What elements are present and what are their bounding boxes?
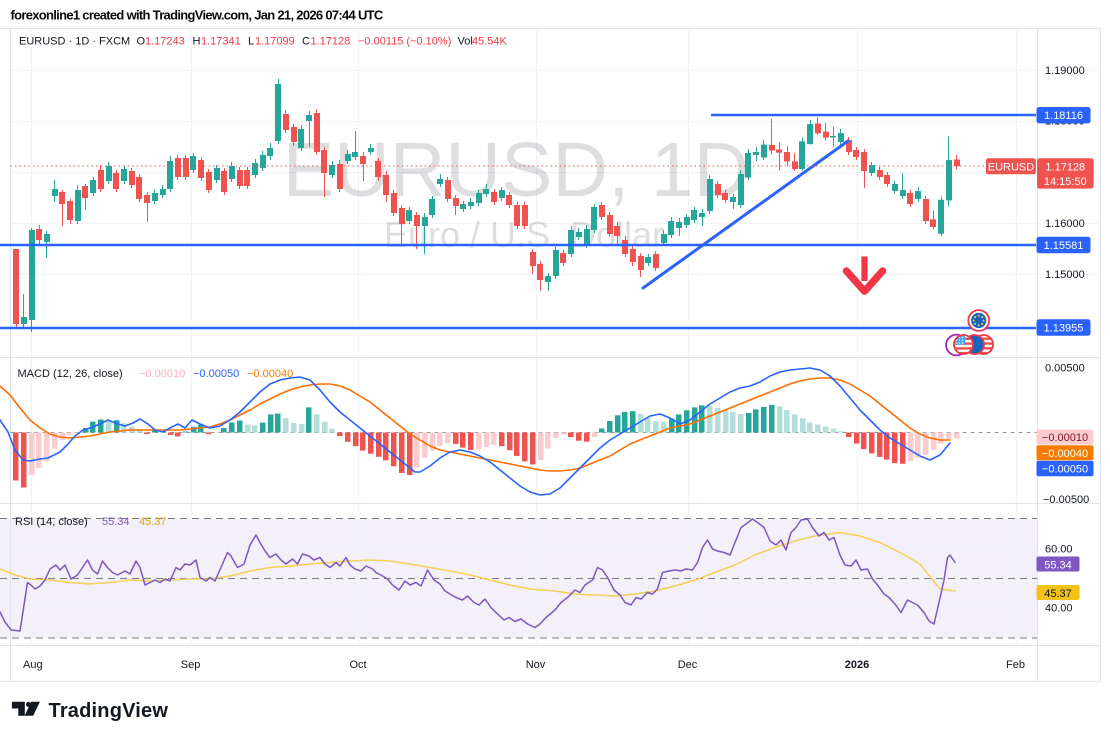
svg-text:1.17128: 1.17128 bbox=[1045, 162, 1085, 174]
svg-text:MACD (12, 26, close): MACD (12, 26, close) bbox=[18, 368, 123, 380]
svg-text:−0.00010: −0.00010 bbox=[1042, 432, 1088, 444]
svg-text:Feb: Feb bbox=[1006, 659, 1025, 671]
svg-text:Vol: Vol bbox=[458, 36, 473, 48]
svg-text:1.17341: 1.17341 bbox=[201, 36, 241, 48]
svg-text:TradingView: TradingView bbox=[49, 700, 169, 722]
svg-text:RSI (14, close): RSI (14, close) bbox=[15, 516, 88, 528]
svg-text:45.37: 45.37 bbox=[139, 516, 167, 528]
svg-text:EURUSD: EURUSD bbox=[988, 161, 1035, 173]
svg-text:−0.00115 (−0.10%): −0.00115 (−0.10%) bbox=[358, 36, 451, 48]
svg-text:Aug: Aug bbox=[23, 659, 43, 671]
svg-text:−0.00050: −0.00050 bbox=[193, 368, 239, 380]
svg-text:1.15000: 1.15000 bbox=[1045, 269, 1085, 281]
svg-text:Sep: Sep bbox=[181, 659, 201, 671]
svg-text:60.00: 60.00 bbox=[1045, 544, 1073, 556]
svg-text:0.00500: 0.00500 bbox=[1045, 363, 1085, 375]
svg-text:55.34: 55.34 bbox=[102, 516, 130, 528]
svg-text:C: C bbox=[302, 36, 310, 48]
svg-text:Dec: Dec bbox=[678, 659, 698, 671]
svg-text:45.54K: 45.54K bbox=[472, 36, 508, 48]
svg-text:1.17099: 1.17099 bbox=[255, 36, 295, 48]
svg-text:EURUSD, 1D: EURUSD, 1D bbox=[283, 127, 749, 213]
svg-text:−0.00500: −0.00500 bbox=[1043, 494, 1089, 506]
svg-text:−0.00040: −0.00040 bbox=[1042, 448, 1088, 460]
svg-text:40.00: 40.00 bbox=[1045, 603, 1073, 615]
svg-text:forexonline1 created with Trad: forexonline1 created with TradingView.co… bbox=[11, 8, 384, 23]
svg-text:1.17243: 1.17243 bbox=[145, 36, 185, 48]
svg-text:−0.00050: −0.00050 bbox=[1042, 464, 1088, 476]
svg-text:EURUSD · 1D · FXCM: EURUSD · 1D · FXCM bbox=[19, 36, 130, 48]
svg-text:2026: 2026 bbox=[845, 659, 869, 671]
svg-text:1.16000: 1.16000 bbox=[1045, 218, 1085, 230]
svg-text:−0.00010: −0.00010 bbox=[139, 368, 185, 380]
svg-text:14:15:50: 14:15:50 bbox=[1044, 176, 1087, 188]
svg-text:Oct: Oct bbox=[349, 659, 366, 671]
svg-text:O: O bbox=[137, 36, 146, 48]
svg-text:1.18116: 1.18116 bbox=[1044, 110, 1083, 122]
svg-text:1.17128: 1.17128 bbox=[311, 36, 351, 48]
svg-text:L: L bbox=[248, 36, 254, 48]
svg-text:45.37: 45.37 bbox=[1044, 588, 1072, 600]
svg-text:1.19000: 1.19000 bbox=[1045, 65, 1085, 77]
svg-text:Nov: Nov bbox=[526, 659, 546, 671]
svg-text:1.15581: 1.15581 bbox=[1044, 240, 1084, 252]
svg-text:H: H bbox=[193, 36, 201, 48]
svg-text:−0.00040: −0.00040 bbox=[247, 368, 293, 380]
svg-text:55.34: 55.34 bbox=[1044, 559, 1072, 571]
svg-text:1.13955: 1.13955 bbox=[1044, 323, 1084, 335]
